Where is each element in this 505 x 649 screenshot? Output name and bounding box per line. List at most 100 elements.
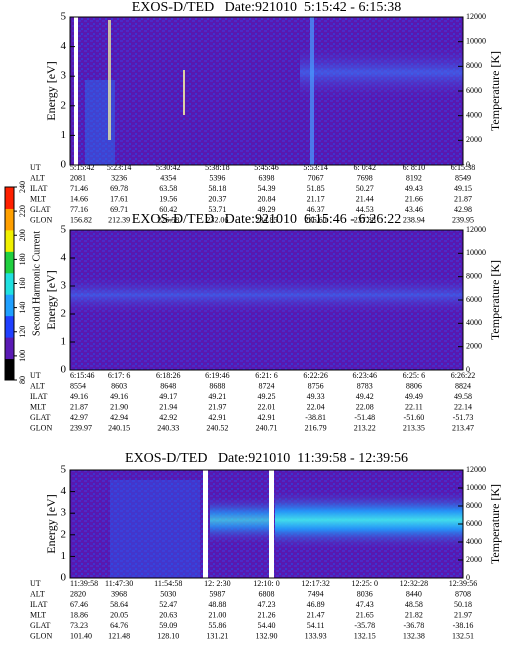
table-cell: 22.14 [454, 402, 472, 411]
table-cell: 77.16 [70, 205, 88, 214]
panel-title: EXOS-D/TED Date:921010 6:15:46 - 6:26:22 [132, 212, 401, 227]
y-tick-label: 4 [61, 40, 67, 52]
y-tick-label: 0 [61, 364, 67, 376]
table-cell: 21.82 [405, 610, 423, 619]
y2-axis-label: Temperature [K] [488, 484, 502, 564]
table-cell: 6:25: 6 [403, 371, 425, 380]
table-cell: 5:53:14 [303, 163, 327, 172]
colorbar-tick-label: 200 [18, 229, 27, 241]
table-cell: 5:45:46 [254, 163, 278, 172]
table-cell: 4354 [160, 173, 176, 182]
y2-tick-label: 6000 [466, 519, 482, 528]
row-label: GLAT [30, 413, 51, 422]
table-cell: 21.90 [110, 402, 128, 411]
table-cell: 6:26:22 [451, 371, 475, 380]
y2-tick-label: 0 [466, 365, 470, 374]
table-cell: 67.46 [70, 600, 88, 609]
y-tick-label: 1 [61, 336, 67, 348]
y2-axis-label: Temperature [K] [488, 260, 502, 340]
table-cell: 6:15:38 [451, 163, 475, 172]
table-cell: 11:47:30 [105, 579, 133, 588]
colorbar-label: Second Harmonic Current [31, 231, 42, 336]
table-cell: 21.26 [258, 610, 276, 619]
table-cell: 8192 [406, 173, 422, 182]
table-cell: 21.97 [454, 610, 472, 619]
table-cell: 50.27 [356, 184, 374, 193]
table-cell: 69.71 [110, 205, 128, 214]
table-cell: 237.88 [354, 215, 376, 224]
colorbar-segment [5, 315, 14, 338]
y-tick-label: 3 [61, 507, 67, 519]
table-cell: 54.39 [258, 184, 276, 193]
table-cell: 46.89 [307, 600, 325, 609]
table-cell: 44.53 [356, 205, 374, 214]
spectrogram [70, 470, 463, 578]
table-cell: 132.15 [354, 631, 376, 640]
table-cell: 8708 [455, 589, 471, 598]
table-cell: 59.09 [159, 621, 177, 630]
table-cell: 7067 [308, 173, 324, 182]
table-cell: 5:38:18 [205, 163, 229, 172]
y-axis-label: Energy [eV] [44, 270, 58, 329]
table-cell: 54.11 [307, 621, 325, 630]
table-cell: 20.63 [159, 610, 177, 619]
table-cell: 47.43 [356, 600, 374, 609]
table-cell: 6:23:46 [353, 371, 377, 380]
table-cell: 101.40 [70, 631, 92, 640]
y-tick-label: 2 [61, 99, 67, 111]
table-cell: 240.15 [108, 423, 130, 432]
table-cell: 131.21 [206, 631, 228, 640]
table-cell: 8806 [406, 381, 422, 390]
y2-tick-label: 0 [466, 160, 470, 169]
table-cell: 51.85 [307, 184, 325, 193]
table-cell: 43.46 [405, 205, 423, 214]
table-cell: 22.08 [356, 402, 374, 411]
table-cell: 8036 [357, 589, 373, 598]
row-label: GLAT [30, 621, 51, 630]
colorbar-segment [5, 358, 14, 381]
table-cell: -38.81 [305, 413, 326, 422]
colorbar-segment [5, 229, 14, 252]
table-cell: 132.38 [403, 631, 425, 640]
row-label: UT [30, 163, 41, 172]
y-tick-label: 5 [61, 224, 67, 236]
table-cell: 69.78 [110, 184, 128, 193]
table-cell: 54.40 [258, 621, 276, 630]
table-cell: 12:17:32 [301, 579, 329, 588]
table-cell: 49.17 [159, 392, 177, 401]
table-cell: 8440 [406, 589, 422, 598]
table-cell: 42.91 [258, 413, 276, 422]
table-cell: -35.78 [354, 621, 375, 630]
table-cell: 22.11 [405, 402, 423, 411]
table-cell: 21.17 [307, 194, 325, 203]
table-cell: 49.33 [307, 392, 325, 401]
table-cell: 239.97 [70, 423, 92, 432]
row-label: ILAT [30, 184, 47, 193]
table-cell: 8824 [455, 381, 471, 390]
table-cell: 22.04 [307, 402, 325, 411]
table-cell: 49.49 [405, 392, 423, 401]
table-cell: 6: 0:42 [354, 163, 376, 172]
table-cell: 22.01 [258, 402, 276, 411]
table-cell: 216.79 [305, 423, 327, 432]
y2-tick-label: 10000 [466, 36, 486, 45]
panel-title: EXOS-D/TED Date:921010 5:15:42 - 6:15:38 [132, 0, 401, 15]
table-cell: 6:17: 6 [108, 371, 130, 380]
table-cell: 49.58 [454, 392, 472, 401]
table-cell: 12:25: 0 [352, 579, 378, 588]
y-axis-label: Energy [eV] [44, 494, 58, 553]
table-cell: 7698 [357, 173, 373, 182]
table-cell: 132.90 [256, 631, 278, 640]
y2-tick-label: 4000 [466, 110, 482, 119]
table-cell: 21.44 [356, 194, 374, 203]
table-cell: 2820 [70, 589, 86, 598]
y-tick-label: 3 [61, 280, 67, 292]
table-cell: 49.16 [110, 392, 128, 401]
y-tick-label: 1 [61, 550, 67, 562]
table-cell: 11:39:58 [70, 579, 98, 588]
table-cell: 8756 [308, 381, 324, 390]
row-label: UT [30, 371, 41, 380]
y2-tick-label: 10000 [466, 248, 486, 257]
table-cell: 42.92 [159, 413, 177, 422]
